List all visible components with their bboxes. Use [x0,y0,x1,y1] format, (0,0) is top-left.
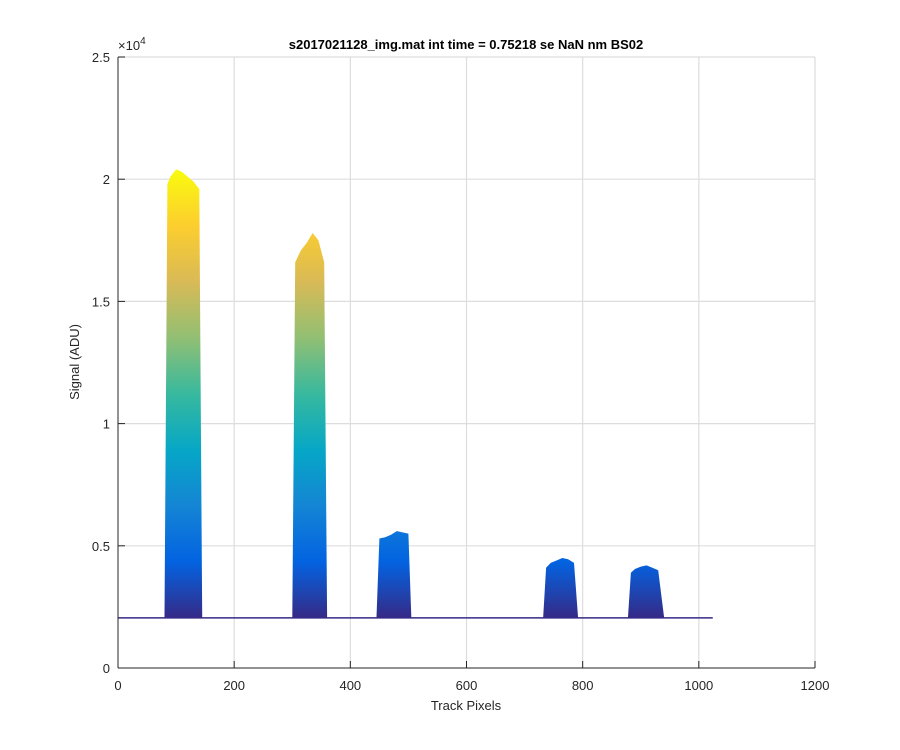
y-tick-label: 0 [103,661,110,676]
x-tick-label: 1200 [801,678,830,693]
data-series [118,169,713,619]
x-tick-label: 800 [572,678,594,693]
signal-peak [164,169,203,618]
y-tick-label: 1.5 [92,294,110,309]
y-tick-label: 1 [103,417,110,432]
y-tick-label: 0.5 [92,539,110,554]
y-axis-exponent-base: ×10 [118,38,140,53]
tick-labels: 0 200 400 600 800 1000 1200 0 0.5 1 1.5 2 2.5 [92,50,830,693]
signal-peak [292,233,328,618]
grid [118,56,816,668]
x-tick-label: 200 [223,678,245,693]
y-axis-exponent-power: 4 [140,36,146,47]
y-axis-label: Signal (ADU) [67,324,82,400]
y-tick-label: 2 [103,172,110,187]
x-tick-label: 600 [456,678,478,693]
y-axis-exponent: ×104 [118,36,146,53]
signal-peak [627,565,664,618]
y-tick-label: 2.5 [92,50,110,65]
x-tick-label: 400 [339,678,361,693]
x-axis-label: Track Pixels [431,698,502,713]
x-tick-label: 1000 [684,678,713,693]
axes [117,56,816,669]
x-tick-label: 0 [114,678,121,693]
signal-peak [543,558,579,618]
signal-peak [376,531,412,618]
chart-title: s2017021128_img.mat int time = 0.75218 s… [289,37,643,52]
